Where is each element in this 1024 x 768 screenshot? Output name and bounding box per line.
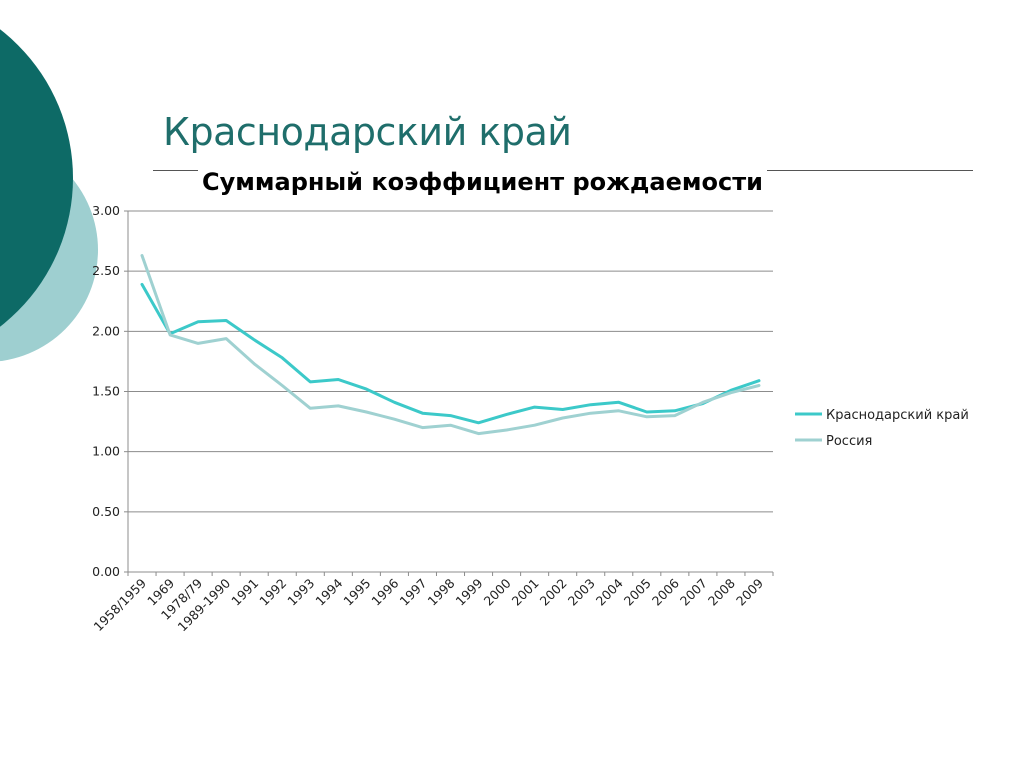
gridlines — [128, 210, 773, 513]
axes — [124, 210, 774, 576]
x-tick-label: 2003 — [565, 576, 598, 609]
x-tick-label: 1993 — [284, 576, 317, 609]
y-tick-label: 3.00 — [92, 203, 120, 218]
series-lines — [140, 254, 761, 436]
y-tick-label: 0.00 — [92, 564, 120, 579]
y-tick-label: 1.50 — [92, 384, 120, 399]
legend-label: Краснодарский край — [826, 408, 969, 423]
y-tick-label: 2.50 — [92, 263, 120, 278]
x-tick-label: 2004 — [593, 575, 626, 608]
x-axis-ticks: 1958/195919691978/791989-199019911992199… — [91, 575, 767, 634]
x-tick-label: 2005 — [621, 576, 654, 609]
x-tick-label: 2002 — [537, 576, 570, 609]
x-tick-label: 1999 — [453, 575, 486, 608]
chart-title: Суммарный коэффициент рождаемости — [198, 168, 767, 196]
x-tick-label: 1998 — [425, 575, 458, 608]
legend-label: Россия — [826, 434, 872, 449]
y-tick-label: 1.00 — [92, 444, 120, 459]
x-tick-label: 2000 — [481, 575, 514, 608]
dark-teal-circle — [0, 29, 73, 327]
y-tick-label: 2.00 — [92, 323, 120, 338]
x-tick-label: 1997 — [396, 576, 429, 609]
slide-title: Краснодарский край — [163, 110, 572, 154]
y-tick-label: 0.50 — [92, 504, 120, 519]
legend: Краснодарский край Россия — [795, 408, 969, 449]
x-tick-label: 2008 — [705, 575, 738, 608]
series-line-krasnodar — [140, 282, 761, 425]
x-tick-label: 1991 — [228, 576, 261, 609]
x-tick-label: 1996 — [368, 575, 401, 608]
x-tick-label: 2007 — [677, 576, 710, 609]
series-line-russia — [140, 254, 761, 436]
x-tick-label: 1995 — [340, 576, 373, 609]
x-tick-label: 2009 — [733, 575, 766, 608]
x-tick-label: 1992 — [256, 576, 289, 609]
x-tick-label: 2006 — [649, 575, 682, 608]
x-tick-label: 1958/1959 — [91, 575, 150, 634]
x-tick-label: 2001 — [509, 576, 542, 609]
x-tick-label: 1994 — [312, 575, 345, 608]
y-axis-ticks: 0.00 0.50 1.00 1.50 2.00 2.50 3.00 — [92, 203, 120, 579]
